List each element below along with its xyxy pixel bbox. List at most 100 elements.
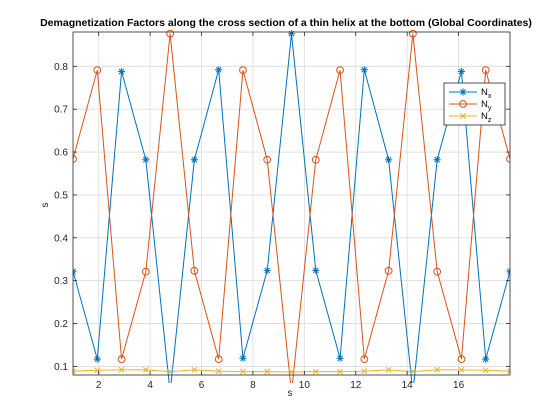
data-point — [190, 156, 198, 164]
marker-stroke — [142, 156, 149, 163]
data-point — [384, 266, 393, 275]
legend-entry-ny: Ny — [481, 99, 492, 112]
marker-stroke — [94, 356, 101, 363]
marker-stroke — [288, 369, 295, 375]
data-point — [93, 66, 102, 75]
data-point — [239, 354, 247, 362]
x-tick-label: 6 — [199, 380, 205, 391]
data-point — [167, 368, 174, 375]
data-point — [239, 368, 246, 375]
marker-stroke — [434, 156, 441, 163]
marker-stroke — [264, 267, 271, 274]
series-line-ny — [73, 33, 510, 383]
marker-stroke — [337, 355, 343, 362]
marker-stroke — [94, 367, 101, 374]
marker-stroke — [73, 270, 76, 275]
plot-area: 2 4 6 8 10 12 14 16 0.1 0.2 0.3 0.4 0.5 0.6 0.7 0.8 — [54, 29, 511, 396]
y-tick-label: 0.8 — [54, 62, 68, 73]
marker-stroke — [507, 268, 510, 272]
data-point — [73, 368, 76, 375]
data-point — [312, 266, 320, 274]
data-point — [288, 369, 295, 375]
marker-stroke — [118, 366, 125, 373]
data-point — [311, 155, 320, 164]
data-point — [263, 266, 271, 274]
y-tick-label: 0.6 — [54, 148, 68, 159]
x-tick-label: 10 — [299, 380, 311, 391]
data-point — [459, 88, 467, 96]
data-point — [506, 155, 510, 163]
data-point — [141, 267, 150, 276]
data-point — [118, 366, 125, 373]
marker-stroke — [460, 113, 466, 119]
y-tick-label: 0.1 — [54, 362, 68, 373]
data-point — [215, 368, 222, 375]
data-point — [460, 113, 466, 119]
data-point — [336, 354, 344, 362]
y-tick-label: 0.7 — [54, 105, 68, 116]
x-tick-label: 2 — [96, 380, 102, 391]
marker-stroke — [409, 368, 416, 375]
marker-stroke — [312, 267, 319, 274]
x-tick-label: 12 — [350, 380, 362, 391]
data-point — [73, 267, 77, 275]
marker-stroke — [73, 368, 76, 372]
marker-stroke — [385, 366, 392, 373]
data-point — [482, 367, 489, 374]
data-point — [167, 389, 174, 396]
data-point — [385, 366, 392, 373]
marker-stroke — [215, 368, 222, 375]
y-tick-label: 0.2 — [54, 319, 68, 330]
data-point — [360, 66, 368, 74]
data-point — [434, 366, 441, 373]
data-point — [214, 355, 223, 364]
data-point — [117, 355, 126, 364]
marker-stroke — [361, 66, 368, 73]
marker-stroke — [118, 68, 125, 75]
marker-stroke — [142, 366, 149, 373]
y-tick-label: 0.5 — [54, 190, 68, 201]
marker-stroke — [507, 270, 510, 275]
marker-stroke — [73, 370, 76, 375]
data-point — [215, 66, 223, 74]
marker-stroke — [239, 368, 246, 375]
marker-stroke — [73, 268, 76, 272]
plot-background — [73, 32, 510, 375]
data-point — [191, 366, 198, 373]
marker-stroke — [337, 368, 344, 375]
y-axis-label: s — [40, 203, 51, 208]
marker-stroke — [168, 390, 173, 395]
data-point — [385, 156, 393, 164]
data-point — [73, 155, 77, 163]
marker-stroke — [458, 366, 465, 373]
data-point — [166, 29, 175, 38]
legend-entry-nx: Nx — [481, 87, 492, 100]
data-point — [360, 355, 369, 364]
data-point — [336, 66, 344, 75]
x-tick-label: 8 — [250, 380, 256, 391]
data-point — [481, 66, 490, 75]
data-point — [433, 156, 441, 164]
marker-stroke — [482, 367, 489, 374]
data-point — [337, 368, 344, 375]
data-point — [312, 368, 319, 375]
data-point — [190, 266, 199, 275]
marker-stroke — [361, 368, 368, 375]
marker-stroke — [264, 368, 271, 375]
marker-stroke — [191, 366, 198, 373]
data-point — [264, 368, 271, 375]
marker-stroke — [215, 66, 222, 73]
axes-box — [72, 31, 511, 376]
data-point — [239, 66, 247, 75]
marker-stroke — [385, 156, 392, 163]
marker-stroke — [191, 156, 198, 163]
marker-stroke — [458, 68, 465, 75]
series-group — [73, 29, 510, 396]
marker-stroke — [460, 89, 466, 95]
data-point — [93, 355, 101, 363]
y-tick-label: 0.4 — [54, 233, 68, 244]
data-point — [457, 355, 466, 364]
data-point — [459, 100, 467, 108]
